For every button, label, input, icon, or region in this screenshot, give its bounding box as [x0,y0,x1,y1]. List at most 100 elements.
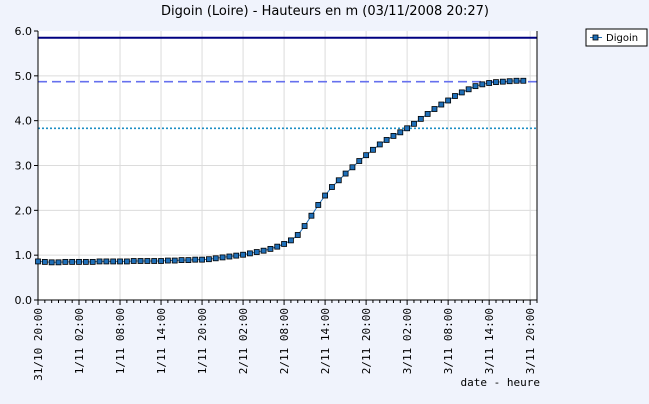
data-point [171,257,178,264]
legend: Digoin [585,28,648,47]
data-point [253,249,260,255]
x-tick-label: 2/11 20:00 [360,308,373,374]
x-tick-label: 3/11 20:00 [524,308,537,374]
data-point [62,258,69,265]
data-point [376,141,383,148]
data-point [55,259,62,266]
data-point [363,152,370,159]
data-point [417,115,424,122]
data-point [48,259,55,266]
data-point [164,257,171,264]
data-point [411,120,417,127]
data-point [472,83,479,90]
y-tick-label: 5.0 [15,70,33,83]
data-point [192,256,199,263]
data-point [110,258,117,265]
data-point [260,247,267,254]
y-tick-label: 6.0 [15,25,33,38]
data-point [103,258,110,265]
x-tick-label: 2/11 14:00 [319,308,332,374]
y-tick-label: 1.0 [15,249,33,262]
data-point [219,254,226,261]
data-point [267,245,274,252]
data-point [226,253,233,260]
data-point [438,101,445,108]
data-point [329,184,335,190]
legend-label: Digoin [606,33,638,44]
series-digoin [35,77,527,266]
data-point [96,258,103,265]
data-point [69,258,76,265]
y-tick-label: 2.0 [15,204,33,217]
data-point [233,252,240,259]
data-point [322,192,328,199]
data-point [452,93,458,99]
data-point [281,241,287,247]
data-point [178,257,185,263]
data-point [41,258,48,265]
data-point [499,78,506,85]
data-point [308,212,315,219]
data-point [513,77,520,84]
data-point [89,258,96,265]
x-tick-labels: 31/10 20:00 1/11 02:00 1/11 08:00 1/11 14:0… [32,300,538,381]
data-point [342,170,349,177]
x-tick-label: 2/11 02:00 [237,308,250,374]
data-point [151,258,158,264]
data-point [76,258,82,265]
data-point [35,258,41,265]
data-point [240,251,246,258]
data-point [247,250,253,257]
data-point [397,129,404,136]
data-point [294,232,301,238]
data-point [465,86,472,93]
data-point [506,78,513,85]
x-tick-label: 1/11 08:00 [114,308,127,374]
data-point [130,258,137,264]
data-point [82,258,89,265]
data-point [404,125,411,132]
data-point [199,256,205,263]
data-point [390,133,397,139]
data-point [445,97,452,104]
data-point [205,256,212,263]
x-tick-label: 1/11 20:00 [196,308,209,374]
data-point [493,79,499,86]
reference-lines [38,36,537,130]
data-point [431,106,438,112]
data-point [315,202,322,208]
data-point [137,258,144,264]
data-point [383,137,390,143]
data-point [356,158,363,164]
data-point [117,258,123,265]
x-tick-label: 31/10 20:00 [32,308,45,381]
data-point [274,243,281,250]
data-point [123,258,130,265]
x-tick-label: 3/11 14:00 [483,308,496,374]
data-point [288,237,294,244]
data-point [424,111,431,117]
y-tick-labels: 0.0 1.0 2.0 3.0 4.0 5.0 6.0 [15,25,38,307]
x-axis-label: date - heure [461,376,540,389]
legend-box [585,28,648,47]
data-point [185,257,192,263]
x-tick-label: 3/11 08:00 [442,308,455,374]
legend-square-marker [592,34,599,41]
data-point [144,258,151,264]
chart-title: Digoin (Loire) - Hauteurs en m (03/11/20… [161,4,489,19]
data-point [158,258,164,264]
data-point [301,223,308,229]
data-point [370,146,376,153]
y-tick-label: 4.0 [15,115,33,128]
x-tick-label: 3/11 02:00 [401,308,414,374]
grid-lines [38,31,537,300]
data-point [479,81,486,88]
data-point [520,77,527,84]
x-tick-label: 1/11 14:00 [155,308,168,374]
data-point [212,255,219,262]
y-tick-label: 0.0 [15,294,33,307]
x-tick-label: 2/11 08:00 [278,308,291,374]
x-tick-label: 1/11 02:00 [73,308,86,374]
